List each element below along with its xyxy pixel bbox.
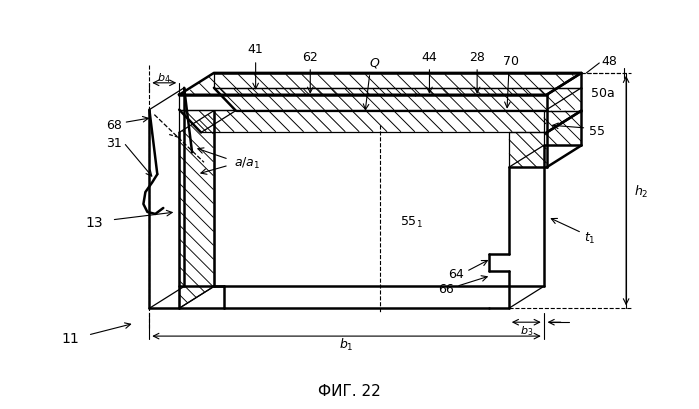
Text: 44: 44 (421, 51, 438, 64)
Text: ФИГ. 22: ФИГ. 22 (317, 383, 380, 398)
Polygon shape (179, 110, 547, 133)
Polygon shape (544, 111, 582, 146)
Text: 66: 66 (438, 282, 454, 295)
Text: $b_1$: $b_1$ (339, 336, 354, 352)
Text: 31: 31 (106, 137, 122, 150)
Text: 68: 68 (106, 119, 122, 132)
Text: 11: 11 (61, 331, 79, 345)
Polygon shape (509, 133, 547, 168)
Text: 13: 13 (86, 216, 103, 229)
Polygon shape (214, 89, 582, 111)
Text: 64: 64 (449, 267, 464, 280)
Text: 28: 28 (469, 51, 485, 64)
Text: 70: 70 (503, 55, 519, 68)
Text: 55$_1$: 55$_1$ (400, 215, 422, 230)
Polygon shape (179, 74, 582, 96)
Text: 55: 55 (589, 124, 605, 137)
Text: $a/a_1$: $a/a_1$ (233, 155, 260, 171)
Text: 41: 41 (247, 43, 264, 56)
Text: $t_1$: $t_1$ (584, 231, 596, 246)
Polygon shape (179, 111, 214, 308)
Text: Q: Q (370, 57, 380, 70)
Text: $b_3$: $b_3$ (519, 324, 533, 337)
Text: 48: 48 (601, 55, 617, 68)
Text: 50a: 50a (591, 87, 615, 100)
Text: $b_4$: $b_4$ (157, 71, 171, 85)
Text: 62: 62 (303, 51, 318, 64)
Text: $h_2$: $h_2$ (634, 183, 649, 199)
